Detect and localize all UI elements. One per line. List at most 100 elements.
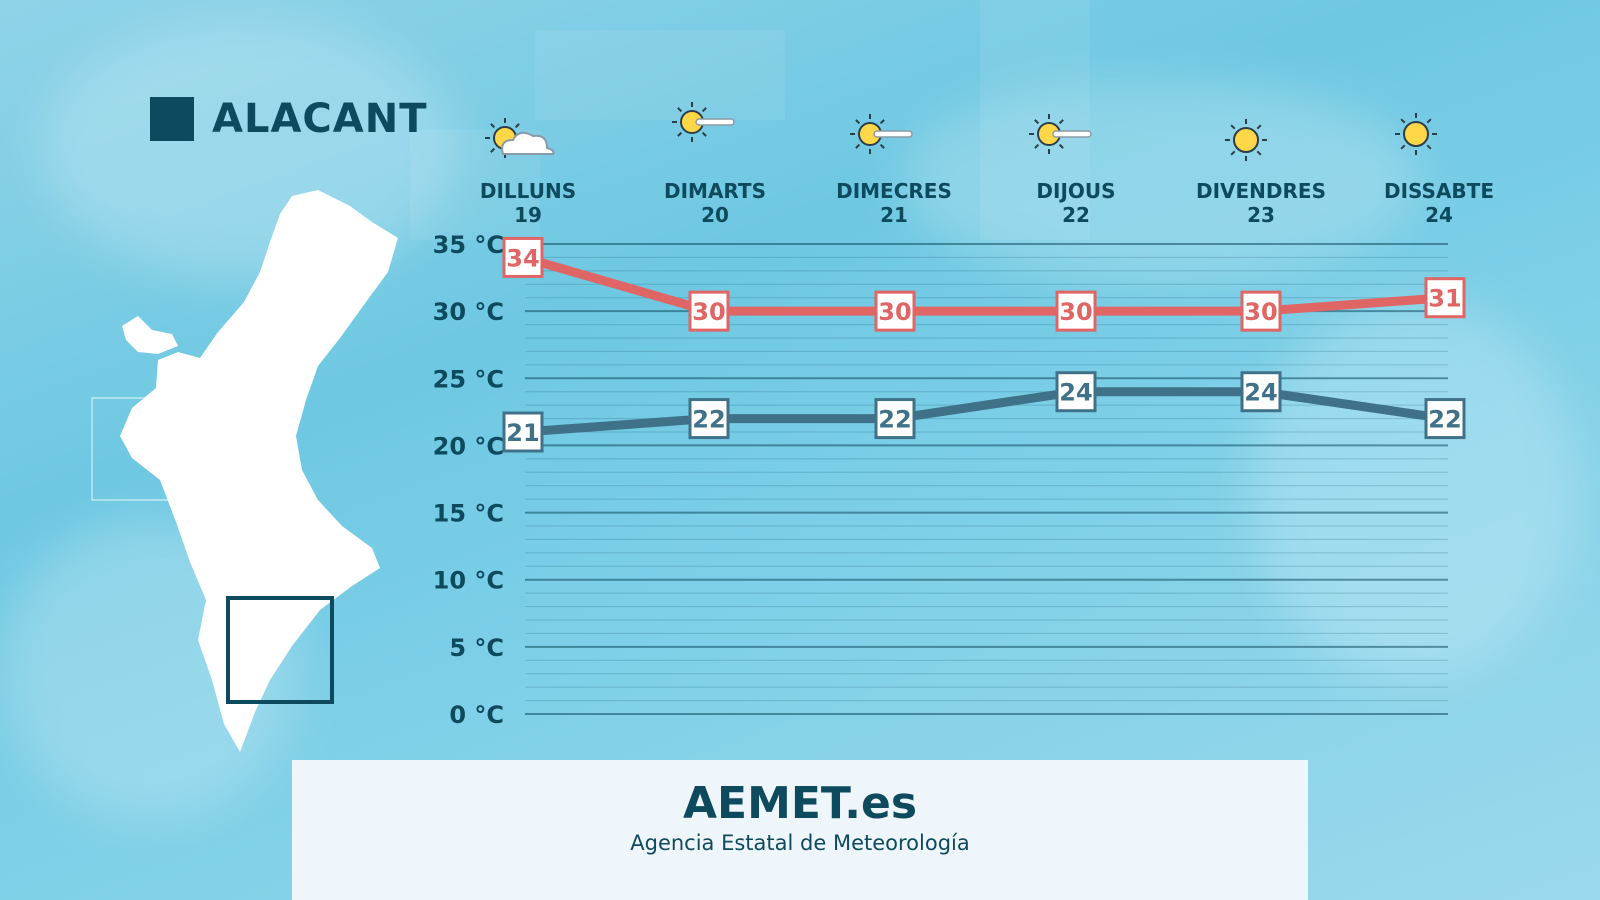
background-cloud <box>900 80 1420 280</box>
sun-disc <box>1403 121 1429 147</box>
y-tick-label: 0 °C <box>449 701 504 729</box>
data-label: 34 <box>506 244 539 272</box>
data-label-box <box>502 411 544 453</box>
y-tick-label: 25 °C <box>433 365 504 393</box>
sun-ray <box>1058 143 1064 149</box>
data-label-box <box>1424 398 1466 440</box>
min-temperature-point: 24 <box>1055 371 1097 413</box>
sun-ray <box>490 147 496 153</box>
data-label: 22 <box>692 406 725 434</box>
sun-ray <box>1256 150 1262 156</box>
data-label-box <box>1424 277 1466 319</box>
data-label-box <box>1240 290 1282 332</box>
sun-haze-icon <box>850 114 913 154</box>
sun-ray <box>701 107 707 113</box>
region-marker <box>150 97 194 141</box>
y-tick-label: 15 °C <box>433 500 504 528</box>
data-label: 30 <box>1244 298 1277 326</box>
sun-ray <box>514 123 520 129</box>
max-temperature-point: 30 <box>874 290 916 332</box>
sun-cloud-icon <box>485 118 555 158</box>
footer-panel: AEMET.es Agencia Estatal de Meteorología <box>292 760 1308 900</box>
sun-ray <box>1230 150 1236 156</box>
sun-ray <box>1400 144 1406 150</box>
data-labels: 34 30 30 30 30 31 21 22 22 24 24 22 <box>502 236 1466 453</box>
sun-ray <box>879 143 885 149</box>
day-name: DIMECRES <box>836 179 952 203</box>
data-label-box <box>688 398 730 440</box>
data-label: 24 <box>1244 379 1277 407</box>
min-temperature-point: 22 <box>1424 398 1466 440</box>
data-label-box <box>1055 290 1097 332</box>
y-tick-label: 30 °C <box>433 298 504 326</box>
max-temperature-point: 30 <box>688 290 730 332</box>
haze-bar <box>873 130 913 138</box>
data-label: 22 <box>878 406 911 434</box>
region-header: ALACANT <box>150 96 427 142</box>
data-label: 22 <box>1428 406 1461 434</box>
data-label: 30 <box>878 298 911 326</box>
temperature-chart: 0 °C 5 °C 10 °C 15 °C 20 °C 25 °C 30 °C 35 °C D… <box>433 102 1494 729</box>
data-label-box <box>874 290 916 332</box>
haze-bar <box>695 118 735 126</box>
day-date: 24 <box>1425 203 1453 227</box>
day-date: 23 <box>1247 203 1275 227</box>
sun-ray <box>1426 118 1432 124</box>
sun-ray <box>855 119 861 125</box>
max-temperature-point: 31 <box>1424 277 1466 319</box>
province-highlight-box <box>226 596 334 704</box>
sun-icon <box>1395 113 1437 155</box>
day-name: DISSABTE <box>1384 179 1494 203</box>
day-date: 22 <box>1062 203 1090 227</box>
region-map-island <box>122 316 178 354</box>
data-label-box <box>688 290 730 332</box>
max-temperature-point: 30 <box>1240 290 1282 332</box>
min-temperature-line <box>518 387 1450 437</box>
region-map <box>91 190 398 752</box>
sun-ray <box>677 107 683 113</box>
sun-ray <box>1230 124 1236 130</box>
min-temperature-point: 22 <box>874 398 916 440</box>
sun-ray <box>1034 143 1040 149</box>
sun-ray <box>855 143 861 149</box>
y-axis-tick-labels: 0 °C 5 °C 10 °C 15 °C 20 °C 25 °C 30 °C 35 °C <box>433 231 504 729</box>
day-date: 20 <box>701 203 729 227</box>
data-label-box <box>1240 371 1282 413</box>
sun-ray <box>1426 144 1432 150</box>
day-date: 21 <box>880 203 908 227</box>
sun-ray <box>879 119 885 125</box>
max-temperature-point: 34 <box>502 236 544 278</box>
sun-icon <box>1225 119 1267 161</box>
day-name: DIJOUS <box>1036 179 1115 203</box>
footer-brand: AEMET.es <box>682 778 918 829</box>
minor-gridlines <box>525 256 1448 702</box>
sun-ray <box>490 123 496 129</box>
sun-ray <box>701 131 707 137</box>
min-temperature-point: 24 <box>1240 371 1282 413</box>
data-label-box <box>502 236 544 278</box>
max-temperature-point: 30 <box>1055 290 1097 332</box>
day-name: DILLUNS <box>480 179 576 203</box>
day-date: 19 <box>514 203 542 227</box>
data-label-box <box>874 398 916 440</box>
cloud-shape <box>501 131 555 155</box>
data-label-box <box>1055 371 1097 413</box>
footer-subtitle: Agencia Estatal de Meteorología <box>630 831 970 855</box>
day-name: DIMARTS <box>664 179 766 203</box>
sun-ray <box>1256 124 1262 130</box>
sun-ray <box>1058 119 1064 125</box>
background-cloud <box>1250 300 1580 680</box>
haze-bar <box>1052 130 1092 138</box>
min-temperature-point: 22 <box>688 398 730 440</box>
data-label: 24 <box>1059 379 1092 407</box>
data-label: 31 <box>1428 285 1461 313</box>
major-gridlines <box>525 243 1448 715</box>
sun-ray <box>1034 119 1040 125</box>
map-guide-frame <box>91 397 195 501</box>
sun-disc <box>1233 127 1259 153</box>
sun-ray <box>677 131 683 137</box>
day-name: DIVENDRES <box>1196 179 1326 203</box>
region-title: ALACANT <box>212 96 428 142</box>
max-temperature-line <box>518 252 1450 316</box>
